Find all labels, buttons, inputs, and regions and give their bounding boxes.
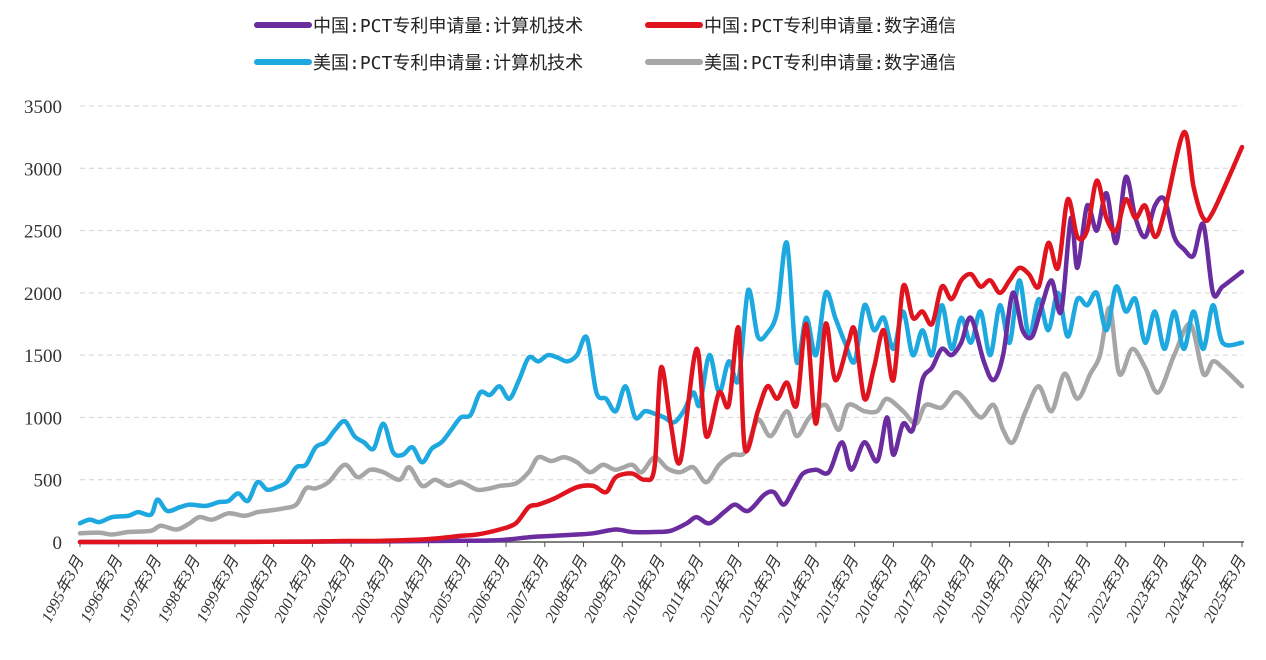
- plot-area: [77, 129, 1245, 545]
- series-line-3: [77, 305, 1245, 537]
- y-tick-label: 500: [34, 471, 63, 492]
- legend: 中国:PCT专利申请量:计算机技术 中国:PCT专利申请量:数字通信美国:PCT专…: [254, 16, 956, 74]
- y-tick-label: 2500: [24, 222, 62, 243]
- y-tick-label: 1500: [24, 346, 62, 367]
- x-axis: 1995年3月1996年3月1997年3月1998年3月1999年3月2000年…: [38, 541, 1250, 625]
- y-tick-label: 1000: [24, 408, 62, 429]
- series-line-0: [77, 174, 1245, 545]
- legend-label-1: 中国:PCT专利申请量:数字通信: [704, 16, 956, 37]
- series-line-1: [77, 129, 1245, 545]
- y-tick-label: 0: [53, 533, 63, 554]
- legend-label-0: 中国:PCT专利申请量:计算机技术: [313, 16, 583, 37]
- legend-label-2: 美国:PCT专利申请量:计算机技术: [313, 53, 583, 74]
- gridlines: [80, 105, 1242, 481]
- y-tick-label: 2000: [24, 284, 62, 305]
- y-axis: 0 500 1000 1500 2000 2500 3000 3500: [24, 97, 62, 554]
- y-tick-label: 3000: [24, 159, 62, 180]
- y-tick-label: 3500: [24, 97, 62, 118]
- legend-label-3: 美国:PCT专利申请量:数字通信: [704, 53, 956, 74]
